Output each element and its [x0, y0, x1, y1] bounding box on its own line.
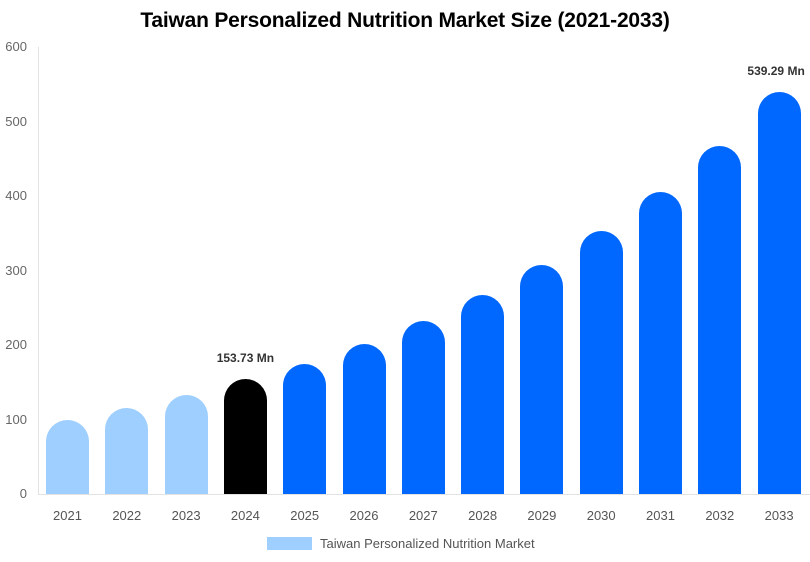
bar-2027[interactable] [401, 321, 445, 494]
y-tick-label: 300 [5, 262, 27, 278]
data-label-2033: 539.29 Mn [747, 64, 805, 79]
x-tick-label: 2032 [705, 508, 735, 523]
y-tick-label: 600 [5, 39, 27, 54]
y-tick-label: 500 [5, 113, 27, 129]
y-tick-label: 100 [5, 411, 27, 427]
legend-swatch [267, 537, 312, 550]
bar-2033[interactable] [757, 92, 801, 494]
bar-2029[interactable] [520, 265, 564, 494]
x-tick-label: 2030 [586, 508, 616, 523]
x-axis-line [38, 494, 810, 495]
bar-2025[interactable] [283, 364, 327, 494]
x-tick-label: 2033 [764, 508, 794, 523]
y-tick-label: 400 [5, 188, 27, 203]
x-tick-label: 2024 [230, 508, 260, 523]
legend[interactable]: Taiwan Personalized Nutrition Market [267, 536, 535, 551]
data-label-2024: 153.73 Mn [216, 351, 275, 366]
x-tick-label: 2028 [468, 508, 498, 523]
chart-title: Taiwan Personalized Nutrition Market Siz… [140, 9, 670, 32]
bar-2026[interactable] [342, 344, 386, 494]
x-tick-label: 2022 [112, 508, 142, 523]
y-tick-label: 200 [5, 337, 27, 352]
bar-2032[interactable] [698, 146, 742, 494]
x-tick-label: 2026 [349, 508, 379, 523]
x-tick-label: 2031 [646, 508, 675, 523]
bar-2031[interactable] [639, 192, 682, 494]
bar-2021[interactable] [46, 420, 89, 494]
x-tick-label: 2029 [527, 508, 557, 523]
x-tick-label: 2025 [290, 508, 320, 523]
bar-2030[interactable] [579, 231, 623, 494]
legend-label: Taiwan Personalized Nutrition Market [320, 536, 535, 551]
x-tick-label: 2023 [171, 508, 201, 523]
bar-2028[interactable] [461, 295, 505, 494]
bar-2022[interactable] [105, 408, 149, 494]
y-tick-label: 0 [19, 486, 27, 501]
y-axis-line [38, 47, 39, 494]
x-tick-label: 2021 [53, 508, 82, 523]
bar-2023[interactable] [164, 394, 208, 494]
x-tick-label: 2027 [408, 508, 438, 523]
bar-2024[interactable] [223, 379, 267, 494]
